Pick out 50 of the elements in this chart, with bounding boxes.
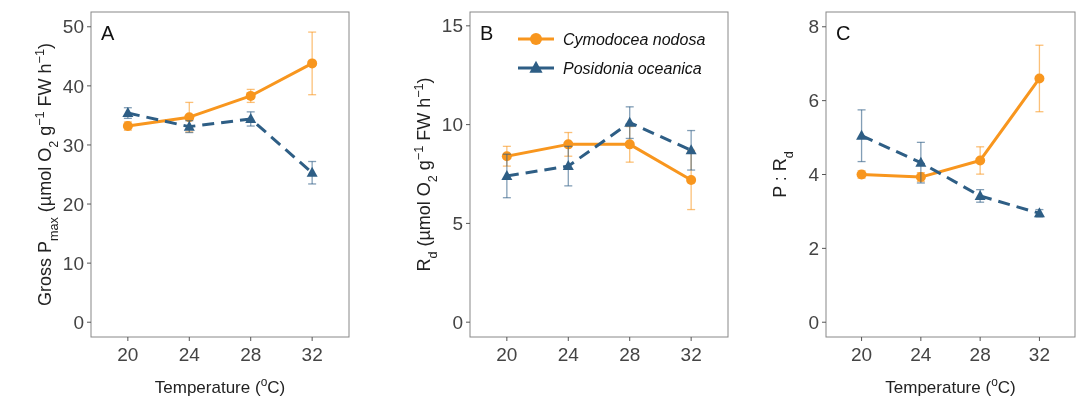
point [686,174,697,185]
y-tick-label: 10 [441,114,463,136]
y-tick-label: 40 [62,75,84,97]
point [307,58,318,69]
x-tick-label: 32 [680,344,702,365]
point [184,112,195,123]
legend-label: Posidonia oceanica [563,59,702,77]
point [245,112,257,123]
y-tick-label: 0 [452,311,463,333]
x-tick-label: 28 [240,344,262,365]
point [624,139,635,150]
text: C [836,22,851,44]
y-tick-label: 0 [808,311,819,333]
y-tick-label: 15 [441,15,463,37]
point [501,169,513,180]
y-tick-label: 4 [808,164,820,186]
point [915,156,927,167]
y-tick-label: 10 [62,252,84,274]
x-tick-label: 20 [496,344,518,365]
x-tick-label: 28 [619,344,641,365]
x-tick-label: 24 [178,344,201,365]
y-tick-label: 8 [808,16,819,38]
y-tick-label: 20 [62,193,84,215]
point [685,144,697,155]
point [306,166,318,177]
x-tick-label: 20 [117,344,139,365]
point [624,116,636,127]
legend-label: Cymodocea nodosa [563,30,706,48]
x-tick-label: 32 [301,344,323,365]
text: B [480,22,494,44]
point [1034,73,1045,84]
y-tick-label: 2 [808,238,819,260]
x-axis-title: Temperature ($^{o}$C) [885,375,1016,397]
x-axis-title: Temperature ($^{o}$C) [154,375,286,397]
point [975,155,986,166]
point [856,129,868,140]
x-tick-label: 32 [1028,344,1050,365]
y-tick-label: 50 [62,16,84,38]
x-tick-label: 28 [969,344,991,365]
point [562,160,574,171]
y-tick-label: 30 [62,134,84,156]
point [501,151,512,162]
text: A [101,22,115,44]
y-tick-label: 6 [808,90,819,112]
y-tick-label: 0 [73,311,84,333]
x-tick-label: 24 [557,344,580,365]
y-tick-label: 5 [452,213,463,235]
point [563,139,574,150]
x-tick-label: 24 [910,344,932,365]
x-tick-label: 20 [851,344,873,365]
